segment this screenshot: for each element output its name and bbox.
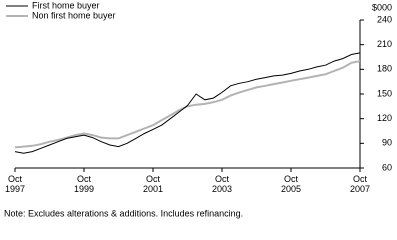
x-tick-label: Oct 2001 xyxy=(143,174,163,194)
y-tick-label: 60 xyxy=(382,162,392,172)
series-line xyxy=(14,60,361,149)
chart: $000 Note: Excludes alterations & additi… xyxy=(4,0,392,218)
x-tick-label: Oct 1997 xyxy=(5,174,25,194)
y-axis-label: $000 xyxy=(372,2,392,12)
y-tick-label: 180 xyxy=(377,64,392,74)
legend-label: Non first home buyer xyxy=(32,10,116,20)
y-tick-label: 240 xyxy=(377,14,392,24)
x-tick-label: Oct 2003 xyxy=(212,174,232,194)
series-line xyxy=(14,52,361,154)
x-tick-label: Oct 2005 xyxy=(281,174,301,194)
x-tick-label: Oct 1999 xyxy=(74,174,94,194)
x-tick-label: Oct 2007 xyxy=(350,174,370,194)
y-tick-label: 210 xyxy=(377,39,392,49)
y-tick-label: 90 xyxy=(382,138,392,148)
y-tick-label: 150 xyxy=(377,88,392,98)
y-tick-label: 120 xyxy=(377,113,392,123)
note: Note: Excludes alterations & additions. … xyxy=(4,208,243,218)
legend-label: First home buyer xyxy=(32,0,100,10)
